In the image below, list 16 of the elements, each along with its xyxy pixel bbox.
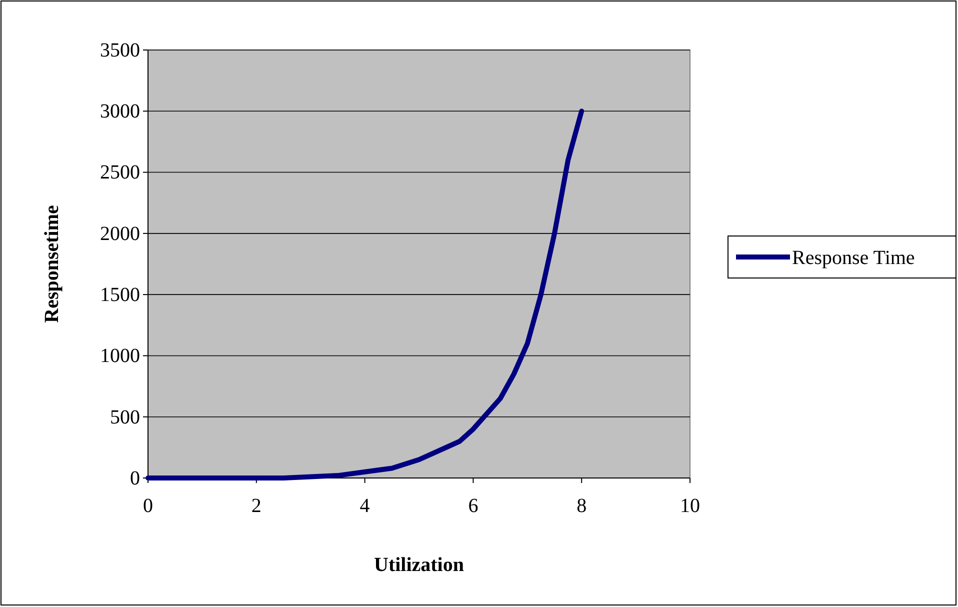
x-tick-label: 10	[680, 495, 700, 517]
x-tick-label: 2	[251, 495, 262, 517]
y-tick-label: 500	[110, 406, 140, 428]
y-axis-title: Responsetime	[41, 204, 63, 323]
legend-label: Response Time	[792, 247, 915, 269]
y-tick-label: 1500	[100, 284, 140, 306]
x-axis-title: Utilization	[374, 554, 464, 576]
y-tick-label: 2500	[100, 162, 140, 184]
y-tick-label: 1000	[100, 345, 140, 368]
x-tick-label: 8	[576, 495, 587, 517]
y-tick-label: 0	[130, 467, 140, 490]
x-tick-label: 4	[360, 495, 370, 517]
x-tick-label: 6	[468, 495, 478, 517]
y-tick-label: 2000	[100, 222, 140, 245]
y-tick-label: 3000	[100, 100, 140, 123]
y-tick-label: 3500	[100, 39, 140, 62]
